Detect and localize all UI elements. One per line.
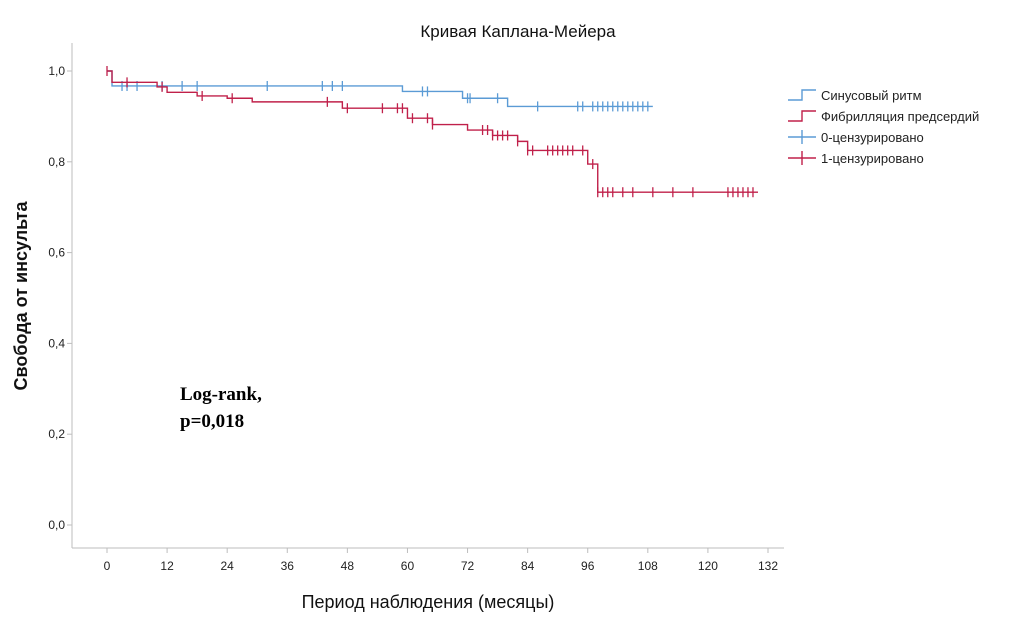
x-tick-label: 108 <box>638 559 658 573</box>
x-tick-label: 24 <box>221 559 235 573</box>
x-tick-label: 72 <box>461 559 475 573</box>
x-tick-label: 12 <box>160 559 174 573</box>
x-tick-label: 60 <box>401 559 415 573</box>
legend-item: Фибрилляция предсердий <box>788 109 979 124</box>
x-axis-ticks: 0 12 24 36 48 60 72 84 96 108 120 132 <box>104 548 778 573</box>
y-axis-ticks: 0,0 0,2 0,4 0,6 0,8 1,0 <box>48 64 72 532</box>
survival-curve <box>107 70 758 193</box>
x-tick-label: 0 <box>104 559 111 573</box>
survival-curve <box>107 70 653 108</box>
legend-swatch <box>788 89 816 101</box>
legend-label: Синусовый ритм <box>821 88 922 103</box>
x-tick-label: 36 <box>281 559 295 573</box>
x-tick-label: 96 <box>581 559 595 573</box>
x-tick-label: 132 <box>758 559 778 573</box>
y-tick-label: 1,0 <box>48 64 65 78</box>
logrank-label: Log-rank, <box>180 384 262 405</box>
legend: Синусовый ритм Фибрилляция предсердий 0-це… <box>788 88 979 166</box>
y-tick-label: 0,2 <box>48 427 65 441</box>
legend-item: 0-цензурировано <box>788 130 924 145</box>
y-tick-label: 0,6 <box>48 246 65 260</box>
p-value-label: p=0,018 <box>180 411 244 432</box>
y-tick-label: 0,4 <box>48 336 65 350</box>
x-tick-label: 120 <box>698 559 718 573</box>
legend-label: 0-цензурировано <box>821 130 924 145</box>
series-layer <box>106 66 758 198</box>
legend-item: Синусовый ритм <box>788 88 922 103</box>
chart-title: Кривая Каплана-Мейера <box>420 22 616 41</box>
y-tick-label: 0,8 <box>48 155 65 169</box>
x-axis-title: Период наблюдения (месяцы) <box>302 592 555 612</box>
series-1 <box>106 66 758 198</box>
legend-item: 1-цензурировано <box>788 151 924 166</box>
series-0 <box>107 70 653 112</box>
legend-swatch <box>788 110 816 122</box>
y-axis-title: Свобода от инсульта <box>11 201 31 391</box>
legend-label: Фибрилляция предсердий <box>821 109 979 124</box>
legend-label: 1-цензурировано <box>821 151 924 166</box>
x-tick-label: 84 <box>521 559 535 573</box>
y-tick-label: 0,0 <box>48 518 65 532</box>
x-tick-label: 48 <box>341 559 355 573</box>
